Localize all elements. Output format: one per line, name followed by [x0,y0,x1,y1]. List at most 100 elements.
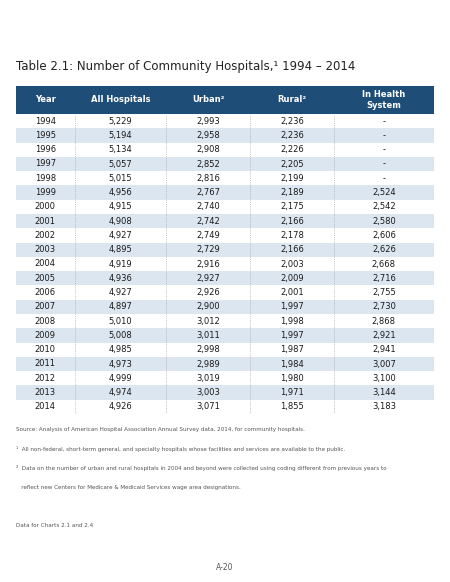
Text: Year: Year [35,95,56,105]
Bar [334,343,434,357]
Text: 2011: 2011 [35,360,56,368]
Text: Urban²: Urban² [192,95,225,105]
Text: 2,816: 2,816 [196,174,220,183]
Text: 4,926: 4,926 [108,402,132,411]
Text: 3,071: 3,071 [196,402,220,411]
Text: 2,989: 2,989 [196,360,220,368]
Text: -: - [382,146,385,154]
Text: 2,205: 2,205 [280,159,304,169]
Text: 1997: 1997 [35,159,56,169]
Text: 4,897: 4,897 [108,303,132,311]
Text: 2,900: 2,900 [197,303,220,311]
Bar [75,171,166,186]
Text: All Hospitals: All Hospitals [91,95,150,105]
Bar [250,86,334,114]
Text: 4,999: 4,999 [109,374,132,383]
Bar [75,228,166,243]
Bar [334,400,434,414]
Text: 2,524: 2,524 [372,188,396,197]
Text: 4,936: 4,936 [108,274,132,283]
Bar [166,257,250,271]
Text: 2003: 2003 [35,245,56,254]
Text: 2,199: 2,199 [280,174,304,183]
Text: 1994: 1994 [35,116,56,126]
Bar [75,271,166,285]
Text: 2004: 2004 [35,260,56,268]
Text: 2,941: 2,941 [372,345,396,354]
Text: 3,019: 3,019 [196,374,220,383]
Bar [166,371,250,385]
Bar [166,114,250,128]
Bar [334,114,434,128]
Bar [250,186,334,200]
Text: 2009: 2009 [35,331,56,340]
Bar [250,314,334,328]
Bar [250,328,334,343]
Bar [250,343,334,357]
Bar [75,328,166,343]
Text: 5,134: 5,134 [108,146,132,154]
Text: 2,927: 2,927 [196,274,220,283]
Text: 2,958: 2,958 [196,131,220,140]
Bar [16,271,75,285]
Bar [334,300,434,314]
Text: 3,012: 3,012 [196,317,220,326]
Text: 3,183: 3,183 [372,402,396,411]
Text: 3,011: 3,011 [196,331,220,340]
Text: 2,001: 2,001 [280,288,304,297]
Text: 1,997: 1,997 [280,303,304,311]
Text: 2,003: 2,003 [280,260,304,268]
Bar [75,157,166,171]
Bar [166,86,250,114]
Bar [16,314,75,328]
Text: 2,749: 2,749 [196,231,220,240]
Bar [334,357,434,371]
Bar [166,343,250,357]
Text: Source: Analysis of American Hospital Association Annual Survey data, 2014, for : Source: Analysis of American Hospital As… [16,427,305,432]
Bar [334,186,434,200]
Bar [75,243,166,257]
Text: 4,974: 4,974 [108,388,132,397]
Text: 1,987: 1,987 [280,345,304,354]
Text: 2,580: 2,580 [372,217,396,226]
Bar [16,328,75,343]
Text: A-20: A-20 [216,563,234,573]
Text: 1,980: 1,980 [280,374,304,383]
Text: 1999: 1999 [35,188,56,197]
Bar [16,86,75,114]
Bar [250,157,334,171]
Text: 4,927: 4,927 [108,231,132,240]
Bar [166,357,250,371]
Text: 1,984: 1,984 [280,360,304,368]
Bar [166,314,250,328]
Text: 2,742: 2,742 [196,217,220,226]
Bar [334,128,434,143]
Bar [166,200,250,214]
Bar [75,114,166,128]
Bar [250,257,334,271]
Bar [75,143,166,157]
Text: 2001: 2001 [35,217,56,226]
Text: -: - [382,131,385,140]
Text: 2012: 2012 [35,374,56,383]
Text: 2010: 2010 [35,345,56,354]
Bar [334,214,434,228]
Text: Data for Charts 2.1 and 2.4: Data for Charts 2.1 and 2.4 [16,523,93,528]
Bar [75,400,166,414]
Text: 1,855: 1,855 [280,402,304,411]
Text: 2,926: 2,926 [196,288,220,297]
Text: 3,100: 3,100 [372,374,396,383]
Bar [16,385,75,400]
Text: 2,729: 2,729 [196,245,220,254]
Text: 5,194: 5,194 [109,131,132,140]
Text: TRENDWATCH CHARTBOOK 2016: TRENDWATCH CHARTBOOK 2016 [4,10,144,19]
Bar [75,186,166,200]
Bar [334,243,434,257]
Text: 2006: 2006 [35,288,56,297]
Bar [334,314,434,328]
Text: 2,755: 2,755 [372,288,396,297]
Text: 2,740: 2,740 [196,203,220,211]
Text: 2007: 2007 [35,303,56,311]
Text: 2,908: 2,908 [196,146,220,154]
Bar [250,243,334,257]
